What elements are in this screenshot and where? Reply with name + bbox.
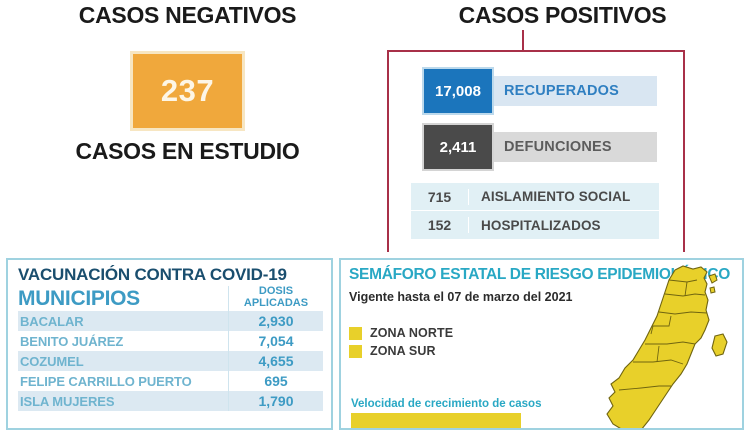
map-boundary-6 (645, 341, 696, 345)
map-boundary-8 (656, 345, 660, 363)
legend-item-zona-norte: ZONA NORTE (349, 326, 734, 340)
semaforo-vigente-text: Vigente hasta el 07 de marzo del 2021 (349, 290, 573, 304)
defunciones-label-band: DEFUNCIONES (492, 132, 657, 162)
velocidad-crecimiento-bar (351, 413, 521, 428)
map-boundary-5 (650, 315, 672, 335)
aislamiento-social-value: 715 (411, 188, 469, 205)
hospitalizados-value: 152 (411, 217, 469, 233)
zona-sur-label: ZONA SUR (370, 344, 436, 358)
aislamiento-social-label: AISLAMIENTO SOCIAL (481, 189, 631, 204)
municipio-dosis: 4,655 (228, 351, 323, 371)
map-mainland-shape (606, 265, 710, 428)
semaforo-panel: SEMÁFORO ESTATAL DE RIESGO EPIDEMIOLÓGIC… (339, 258, 744, 430)
casos-negativos-block: CASOS NEGATIVOS 237 CASOS EN ESTUDIO (0, 0, 375, 252)
defunciones-label: DEFUNCIONES (504, 139, 612, 155)
zona-sur-color-swatch (349, 344, 362, 358)
positivos-mini-table: 715 AISLAMIENTO SOCIAL 152 HOSPITALIZADO… (411, 183, 659, 239)
semaforo-title: SEMÁFORO ESTATAL DE RIESGO EPIDEMIOLÓGIC… (349, 266, 730, 283)
table-row: COZUMEL 4,655 (18, 351, 323, 371)
recuperados-label: RECUPERADOS (504, 83, 619, 99)
hospitalizados-label: HOSPITALIZADOS (481, 217, 601, 233)
stat-row-recuperados: 17,008 RECUPERADOS (422, 67, 683, 115)
quintana-roo-map (583, 264, 742, 428)
stat-row-defunciones: 2,411 DEFUNCIONES (422, 123, 683, 171)
map-isla-mujeres (708, 273, 718, 284)
recuperados-label-band: RECUPERADOS (492, 76, 657, 106)
recuperados-value-chip: 17,008 (422, 67, 494, 115)
top-section: CASOS NEGATIVOS 237 CASOS EN ESTUDIO CAS… (0, 0, 750, 252)
vacunacion-table-header: MUNICIPIOS DOSIS APLICADAS (18, 285, 323, 311)
table-row: 152 HOSPITALIZADOS (411, 211, 659, 239)
municipio-name: COZUMEL (20, 353, 84, 369)
map-cozumel-island (711, 333, 728, 357)
map-boundary-7 (633, 359, 684, 365)
semaforo-legend: ZONA NORTE ZONA SUR (349, 326, 734, 358)
column-header-municipios: MUNICIPIOS (18, 287, 140, 310)
map-boundary-4 (658, 311, 708, 315)
map-boundary-3 (684, 281, 688, 297)
map-icon (606, 265, 728, 428)
municipio-dosis: 7,054 (228, 331, 323, 351)
legend-item-zona-sur: ZONA SUR (349, 344, 734, 358)
map-boundary-2 (664, 293, 706, 297)
zona-norte-color-swatch (349, 326, 362, 340)
defunciones-value: 2,411 (439, 138, 477, 156)
casos-estudio-value: 237 (160, 73, 215, 108)
zona-norte-label: ZONA NORTE (370, 326, 454, 340)
casos-positivos-block: CASOS POSITIVOS 17,008 RECUPERADOS 2,411… (375, 0, 750, 252)
table-row: BENITO JUÁREZ 7,054 (18, 331, 323, 351)
municipio-name: ISLA MUJERES (20, 393, 115, 409)
bottom-section: VACUNACIÓN CONTRA COVID-19 MUNICIPIOS DO… (0, 252, 750, 430)
velocidad-crecimiento-label: Velocidad de crecimiento de casos (351, 398, 542, 410)
column-header-dosis-aplicadas: DOSIS APLICADAS (228, 285, 323, 311)
municipio-name: FELIPE CARRILLO PUERTO (20, 373, 192, 389)
column-header-dosis-line2: APLICADAS (243, 296, 309, 309)
casos-estudio-box-wrapper: 237 (0, 51, 375, 131)
table-row: BACALAR 2,930 (18, 311, 323, 331)
municipio-dosis: 2,930 (228, 311, 323, 331)
defunciones-value-chip: 2,411 (422, 123, 494, 171)
municipio-name: BENITO JUÁREZ (20, 333, 124, 349)
map-boundary-9 (618, 385, 671, 391)
vacunacion-panel: VACUNACIÓN CONTRA COVID-19 MUNICIPIOS DO… (6, 258, 333, 430)
municipio-name: BACALAR (20, 313, 84, 329)
casos-positivos-frame: 17,008 RECUPERADOS 2,411 DEFUNCIONES 715… (387, 50, 685, 252)
recuperados-value: 17,008 (435, 82, 481, 100)
casos-negativos-heading: CASOS NEGATIVOS (78, 2, 297, 28)
municipio-dosis: 695 (228, 371, 323, 391)
table-row: 715 AISLAMIENTO SOCIAL (411, 183, 659, 211)
casos-estudio-box: 237 (130, 51, 245, 131)
casos-estudio-heading: CASOS EN ESTUDIO (75, 138, 300, 164)
vacunacion-title: VACUNACIÓN CONTRA COVID-19 (18, 265, 287, 284)
connector-stem-line (522, 30, 524, 52)
column-header-dosis-line1: DOSIS (258, 285, 294, 297)
table-row: ISLA MUJERES 1,790 (18, 391, 323, 411)
casos-positivos-heading: CASOS POSITIVOS (458, 2, 667, 28)
map-islet-small (709, 286, 716, 294)
table-row: FELIPE CARRILLO PUERTO 695 (18, 371, 323, 391)
municipio-dosis: 1,790 (228, 391, 323, 411)
